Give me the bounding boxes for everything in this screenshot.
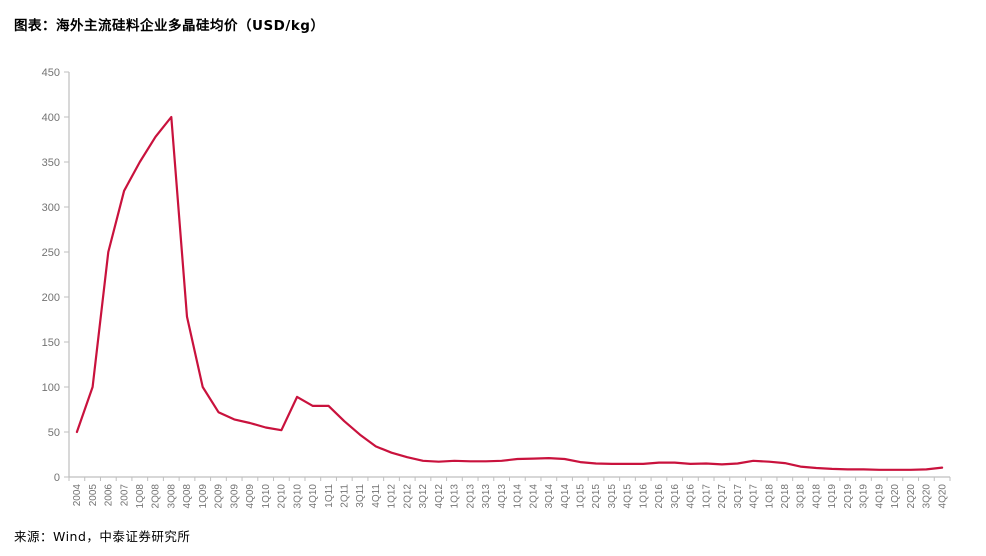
x-axis-label: 2Q13 bbox=[465, 484, 476, 509]
x-axis-label: 4Q17 bbox=[749, 484, 760, 509]
x-axis-label: 1Q20 bbox=[890, 484, 901, 509]
x-axis-label: 4Q09 bbox=[245, 484, 256, 509]
y-axis-label: 150 bbox=[42, 337, 60, 349]
x-axis-label: 2Q19 bbox=[843, 484, 854, 509]
source-note: 来源：Wind，中泰证券研究所 bbox=[14, 529, 191, 544]
x-axis-label: 2Q10 bbox=[277, 484, 288, 509]
x-axis-label: 1Q14 bbox=[513, 484, 524, 509]
y-axis-label: 250 bbox=[42, 247, 60, 259]
x-axis-label: 2007 bbox=[119, 484, 130, 507]
y-axis-label: 200 bbox=[42, 292, 60, 304]
x-axis-label: 3Q12 bbox=[418, 484, 429, 509]
x-axis-label: 2Q14 bbox=[528, 484, 539, 509]
x-axis-label: 4Q10 bbox=[308, 484, 319, 509]
y-axis-label: 300 bbox=[42, 202, 60, 214]
x-axis-label: 2005 bbox=[88, 484, 99, 507]
y-axis-label: 350 bbox=[42, 157, 60, 169]
x-axis-label: 3Q16 bbox=[670, 484, 681, 509]
x-axis-label: 3Q08 bbox=[166, 484, 177, 509]
x-axis-label: 2Q11 bbox=[340, 484, 351, 508]
x-axis-label: 2006 bbox=[104, 484, 115, 507]
x-axis-label: 1Q12 bbox=[387, 484, 398, 509]
x-axis-label: 3Q09 bbox=[229, 484, 240, 509]
x-axis-label: 2Q12 bbox=[402, 484, 413, 509]
x-axis-label: 2004 bbox=[72, 484, 83, 507]
x-axis-label: 3Q15 bbox=[607, 484, 618, 509]
x-axis-label: 2Q15 bbox=[591, 484, 602, 509]
x-axis-label: 1Q08 bbox=[135, 484, 146, 509]
y-axis-label: 450 bbox=[42, 67, 60, 79]
x-axis-label: 1Q19 bbox=[827, 484, 838, 509]
x-axis-label: 3Q10 bbox=[292, 484, 303, 509]
x-axis-label: 1Q16 bbox=[638, 484, 649, 509]
x-axis-label: 2Q09 bbox=[214, 484, 225, 509]
x-axis-label: 3Q19 bbox=[859, 484, 870, 509]
x-axis-label: 4Q11 bbox=[371, 484, 382, 508]
x-axis-label: 1Q09 bbox=[198, 484, 209, 509]
y-axis-label: 400 bbox=[42, 112, 60, 124]
x-axis-label: 4Q13 bbox=[497, 484, 508, 509]
x-axis-label: 3Q17 bbox=[733, 484, 744, 509]
x-axis-label: 1Q10 bbox=[261, 484, 272, 509]
price-line-series bbox=[75, 115, 944, 471]
x-axis-label: 3Q20 bbox=[922, 484, 933, 509]
x-axis-label: 4Q15 bbox=[623, 484, 634, 509]
x-axis-label: 4Q14 bbox=[560, 484, 571, 509]
x-axis-label: 1Q15 bbox=[575, 484, 586, 509]
x-axis-label: 4Q18 bbox=[811, 484, 822, 509]
x-axis-label: 3Q14 bbox=[544, 484, 555, 509]
y-axis-label: 100 bbox=[42, 382, 60, 394]
x-axis-label: 3Q13 bbox=[481, 484, 492, 509]
x-axis-label: 3Q18 bbox=[796, 484, 807, 509]
x-axis-label: 4Q16 bbox=[686, 484, 697, 509]
chart-title: 图表：海外主流硅料企业多晶硅均价（USD/kg） bbox=[14, 18, 325, 34]
x-axis-label: 4Q19 bbox=[874, 484, 885, 509]
x-axis-label: 1Q18 bbox=[764, 484, 775, 509]
x-axis-label: 2Q20 bbox=[906, 484, 917, 509]
x-axis-label: 2Q18 bbox=[780, 484, 791, 509]
x-axis-label: 2Q16 bbox=[654, 484, 665, 509]
x-axis-label: 2Q17 bbox=[717, 484, 728, 509]
x-axis-label: 2Q08 bbox=[151, 484, 162, 509]
x-axis-label: 1Q13 bbox=[450, 484, 461, 509]
x-axis-label: 4Q20 bbox=[937, 484, 948, 509]
x-axis-label: 3Q11 bbox=[355, 484, 366, 508]
x-axis-label: 1Q11 bbox=[324, 484, 335, 508]
x-axis-label: 4Q08 bbox=[182, 484, 193, 509]
x-axis-label: 1Q17 bbox=[701, 484, 712, 509]
y-axis-label: 0 bbox=[54, 472, 60, 484]
y-axis-label: 50 bbox=[48, 427, 60, 439]
x-axis-label: 4Q12 bbox=[434, 484, 445, 509]
